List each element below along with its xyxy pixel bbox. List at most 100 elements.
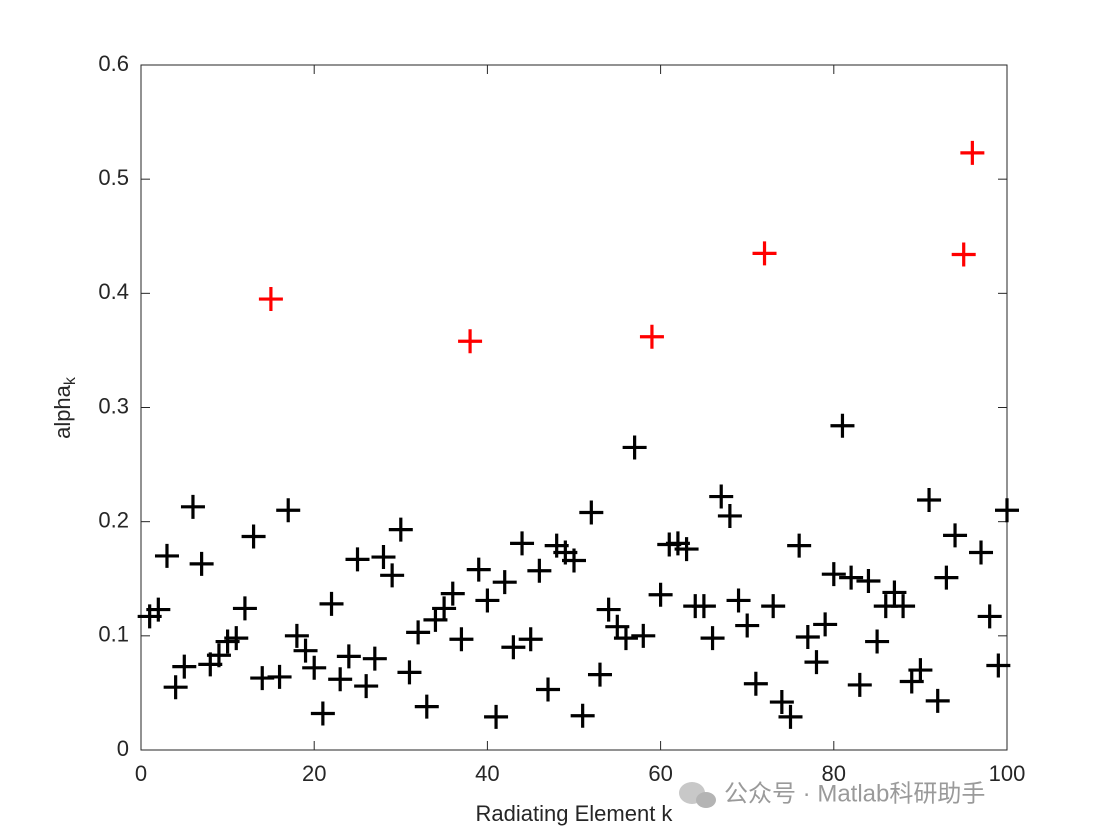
point	[717, 503, 742, 528]
point	[518, 627, 543, 652]
point	[380, 563, 405, 588]
x-tick-label: 60	[648, 761, 672, 786]
point	[631, 623, 656, 648]
point	[224, 626, 249, 651]
point	[362, 646, 387, 671]
point	[674, 537, 699, 562]
point	[449, 627, 474, 652]
point	[778, 704, 803, 729]
y-axis-label: alphak	[50, 376, 79, 439]
x-tick-label: 80	[822, 761, 846, 786]
point	[440, 581, 465, 606]
point	[432, 596, 457, 621]
point	[917, 487, 942, 512]
point	[761, 594, 786, 619]
point	[328, 667, 353, 692]
point	[925, 688, 950, 713]
point	[258, 287, 283, 312]
point	[570, 703, 595, 728]
point	[795, 624, 820, 649]
point	[475, 588, 500, 613]
point	[977, 604, 1002, 629]
x-tick-label: 40	[475, 761, 499, 786]
point	[813, 612, 838, 637]
point	[206, 643, 231, 668]
point	[267, 664, 292, 689]
point	[613, 626, 638, 651]
point	[908, 658, 933, 683]
y-axis-label-subscript: k	[62, 376, 79, 385]
point	[154, 543, 179, 568]
point	[562, 548, 586, 573]
point	[354, 674, 379, 699]
point	[648, 582, 673, 607]
point	[232, 596, 257, 621]
point	[787, 533, 812, 558]
point	[986, 653, 1011, 678]
point	[839, 565, 864, 590]
point	[882, 580, 907, 605]
point	[830, 413, 855, 438]
y-tick-label: 0.4	[98, 279, 129, 304]
point	[466, 557, 491, 582]
point	[587, 662, 612, 687]
x-tick-label: 20	[302, 761, 326, 786]
point	[284, 623, 309, 648]
point	[397, 660, 422, 685]
point	[943, 523, 968, 548]
point	[934, 565, 959, 590]
point	[345, 547, 370, 572]
point	[336, 644, 361, 669]
point	[458, 329, 483, 354]
point	[596, 597, 621, 622]
point	[847, 672, 872, 697]
x-tick-label: 0	[135, 761, 147, 786]
point	[293, 638, 318, 663]
point	[388, 517, 413, 542]
point	[579, 500, 604, 525]
point	[622, 435, 647, 460]
point	[319, 591, 344, 616]
point	[302, 655, 327, 680]
watermark-icon	[679, 782, 716, 808]
point	[969, 540, 994, 565]
point	[371, 545, 396, 570]
y-axis-label-main: alpha	[50, 384, 75, 439]
y-tick-label: 0.6	[98, 51, 129, 76]
point	[743, 671, 768, 696]
y-tick-label: 0.1	[98, 622, 129, 647]
point	[709, 484, 734, 509]
point	[726, 588, 751, 613]
point	[241, 524, 266, 549]
point	[536, 677, 561, 702]
point	[510, 531, 535, 556]
point	[501, 635, 526, 660]
x-tick-label: 100	[989, 761, 1026, 786]
point	[414, 694, 439, 719]
watermark: 公众号 · Matlab科研助手	[724, 780, 985, 807]
point	[960, 140, 985, 165]
point	[639, 324, 664, 349]
point	[146, 597, 171, 622]
point	[163, 675, 188, 700]
point	[700, 626, 725, 651]
point	[821, 562, 846, 587]
point	[527, 558, 552, 583]
point	[804, 650, 829, 675]
point	[856, 569, 881, 594]
point	[276, 498, 301, 523]
point	[951, 242, 976, 267]
point	[180, 494, 205, 519]
point	[189, 551, 214, 576]
y-tick-label: 0.3	[98, 393, 129, 418]
point	[735, 613, 760, 638]
point	[172, 654, 197, 679]
point	[995, 498, 1019, 523]
point	[406, 620, 431, 645]
x-axis-label: Radiating Element k	[476, 801, 674, 826]
point	[691, 594, 716, 619]
point	[769, 690, 794, 715]
point	[752, 241, 777, 266]
y-tick-label: 0.2	[98, 507, 129, 532]
